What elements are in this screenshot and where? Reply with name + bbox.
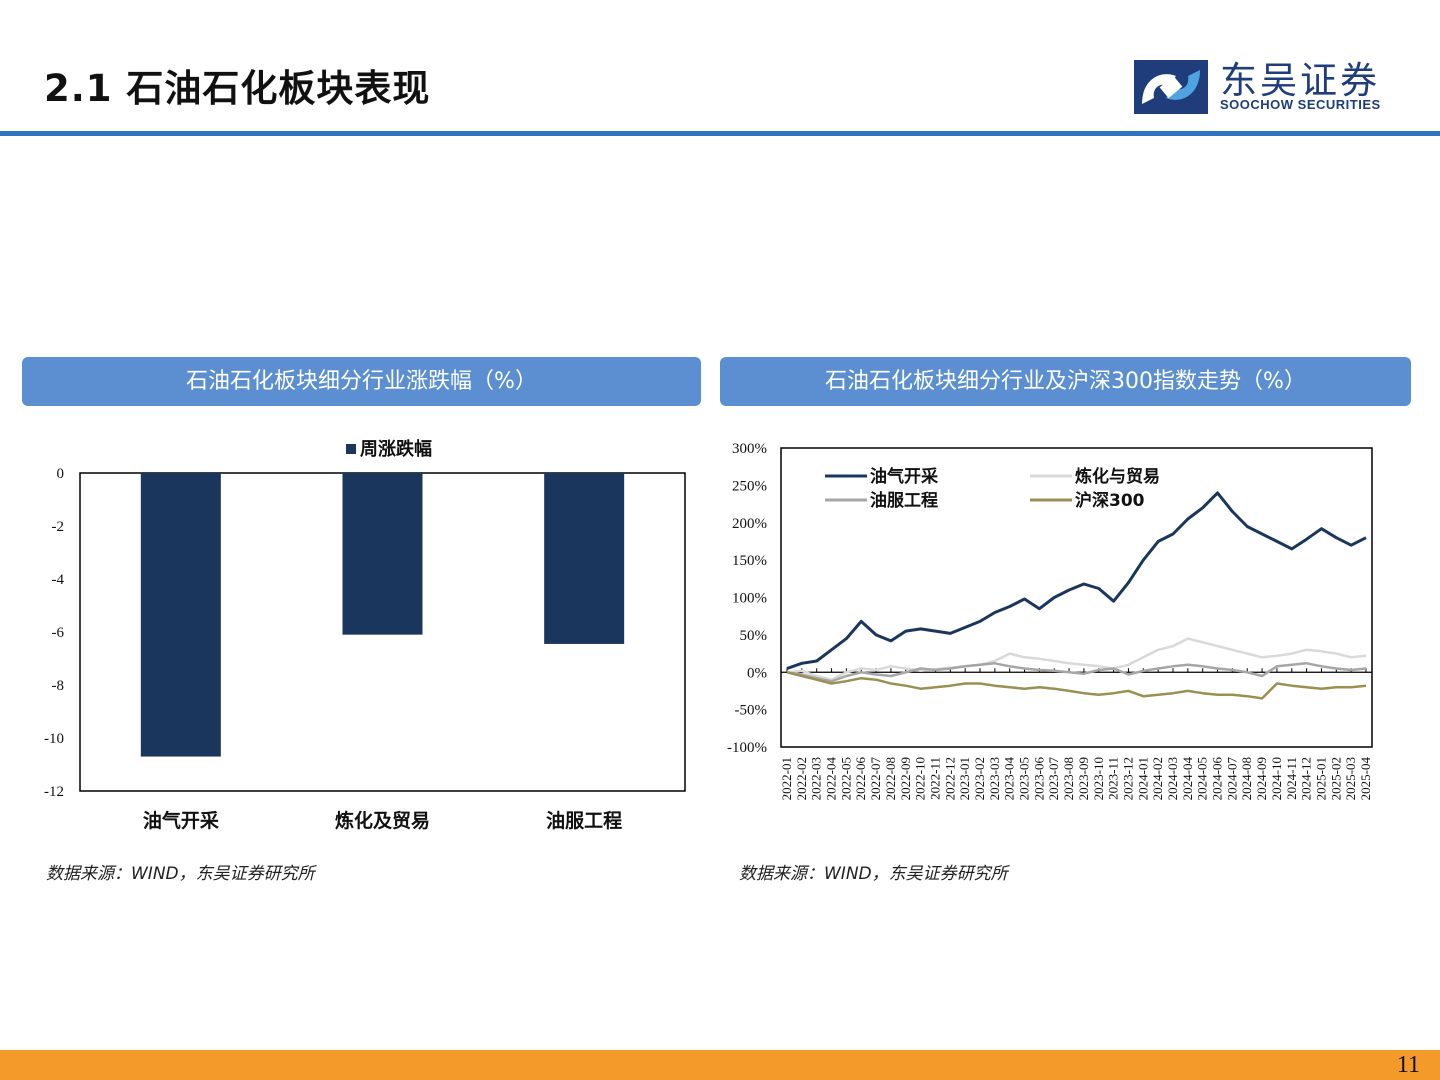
- y-tick-label: -2: [52, 519, 65, 535]
- x-tick-label: 2024-04: [1180, 757, 1195, 801]
- footer-bar: [0, 1050, 1440, 1080]
- company-logo: 东吴证券 SOOCHOW SECURITIES: [1132, 56, 1408, 118]
- y-tick-label: 300%: [732, 441, 767, 457]
- x-tick-label: 2023-05: [1017, 757, 1032, 800]
- x-tick-label: 2022-08: [883, 757, 898, 800]
- x-tick-label: 2023-03: [987, 757, 1002, 800]
- x-tick-label: 2022-09: [898, 757, 913, 800]
- x-tick-label: 2024-08: [1239, 757, 1254, 800]
- left-panel-header: 石油石化板块细分行业涨跌幅（%）: [22, 357, 701, 406]
- y-tick-label: 150%: [732, 553, 767, 569]
- y-tick-label: 200%: [732, 516, 767, 532]
- series-line: [786, 637, 1367, 681]
- x-tick-label: 2022-05: [838, 757, 853, 800]
- logo-mark-icon: [1134, 60, 1208, 114]
- x-tick-label: 2024-11: [1284, 757, 1299, 800]
- left-source-note: 数据来源：WIND，东吴证券研究所: [46, 864, 315, 884]
- y-tick-label: -10: [44, 731, 64, 747]
- x-tick-label: 2022-11: [927, 757, 942, 800]
- bar: [544, 473, 625, 644]
- x-tick-label: 2023-09: [1076, 757, 1091, 800]
- x-tick-label: 2023-06: [1031, 757, 1046, 801]
- x-tick-label: 2023-08: [1061, 757, 1076, 800]
- series-line: [786, 671, 1367, 700]
- right-panel-header: 石油石化板块细分行业及沪深300指数走势（%）: [720, 357, 1411, 406]
- y-tick-label: -6: [52, 625, 65, 641]
- x-category-label: 油气开采: [143, 809, 219, 832]
- y-tick-label: 50%: [740, 628, 768, 644]
- x-tick-label: 2025-01: [1313, 757, 1328, 800]
- bar-chart: 0 -2 -4 -6 -8 -10 -12 油气开采 炼化及贸易 油服工程 周涨跌幅: [44, 438, 686, 832]
- y-tick-label: -4: [52, 572, 65, 588]
- x-tick-label: 2022-04: [824, 757, 839, 801]
- y-tick-label: 250%: [732, 478, 767, 494]
- x-tick-label: 2024-03: [1165, 757, 1180, 800]
- legend-label: 周涨跌幅: [360, 438, 432, 460]
- x-tick-label: 2023-07: [1046, 757, 1061, 801]
- right-source-note: 数据来源：WIND，东吴证券研究所: [739, 864, 1008, 884]
- line-chart: 300% 250% 200% 150% 100% 50% 0% -50% -100% 2022-0…: [727, 441, 1373, 801]
- header-divider: [0, 131, 1440, 136]
- y-tick-label: 0%: [747, 665, 767, 681]
- page-number: 11: [1396, 1052, 1420, 1078]
- logo-chinese-text: 东吴证券: [1220, 59, 1380, 102]
- x-tick-label: 2022-07: [868, 757, 883, 801]
- x-tick-label: 2023-04: [1002, 757, 1017, 801]
- x-tick-label: 2022-10: [913, 757, 928, 800]
- x-tick-label: 2024-12: [1299, 757, 1314, 800]
- x-tick-label: 2024-06: [1210, 757, 1225, 801]
- x-tick-label: 2024-05: [1195, 757, 1210, 800]
- x-tick-label: 2023-01: [957, 757, 972, 800]
- bar: [342, 473, 423, 635]
- logo-english-text: SOOCHOW SECURITIES: [1220, 97, 1381, 112]
- x-tick-label: 2022-03: [809, 757, 824, 800]
- legend-label: 沪深300: [1075, 490, 1145, 511]
- y-tick-label: 0: [57, 466, 65, 482]
- y-tick-label: -12: [44, 784, 64, 800]
- legend-label: 油气开采: [870, 466, 938, 487]
- y-tick-label: 100%: [732, 591, 767, 607]
- legend-label: 炼化与贸易: [1075, 466, 1160, 487]
- x-tick-label: 2023-02: [972, 757, 987, 800]
- x-tick-label: 2022-06: [853, 757, 868, 801]
- x-tick-label: 2022-12: [942, 757, 957, 800]
- series-line: [786, 662, 1367, 683]
- x-tick-label: 2025-03: [1343, 757, 1358, 800]
- legend-label: 油服工程: [870, 490, 938, 511]
- x-tick-label: 2024-01: [1135, 757, 1150, 800]
- series-line: [786, 491, 1367, 670]
- y-tick-label: -8: [52, 678, 65, 694]
- x-tick-label: 2023-11: [1106, 757, 1121, 800]
- y-tick-label: -50%: [735, 703, 768, 719]
- x-tick-label: 2024-07: [1224, 757, 1239, 801]
- x-tick-label: 2022-01: [779, 757, 794, 800]
- page-title: 2.1 石油石化板块表现: [44, 67, 431, 110]
- x-tick-label: 2025-02: [1328, 757, 1343, 800]
- y-tick-label: -100%: [727, 740, 767, 756]
- x-tick-label: 2022-02: [794, 757, 809, 800]
- x-tick-label: 2024-10: [1269, 757, 1284, 800]
- x-category-label: 炼化及贸易: [335, 809, 430, 832]
- x-category-label: 油服工程: [546, 810, 622, 832]
- x-tick-label: 2023-10: [1091, 757, 1106, 800]
- x-tick-label: 2023-12: [1120, 757, 1135, 800]
- bar: [140, 473, 221, 757]
- x-tick-label: 2025-04: [1358, 757, 1373, 801]
- x-tick-label: 2024-02: [1150, 757, 1165, 800]
- x-tick-label: 2024-09: [1254, 757, 1269, 800]
- legend-swatch: [346, 444, 356, 454]
- line-plot-area: [780, 447, 1373, 748]
